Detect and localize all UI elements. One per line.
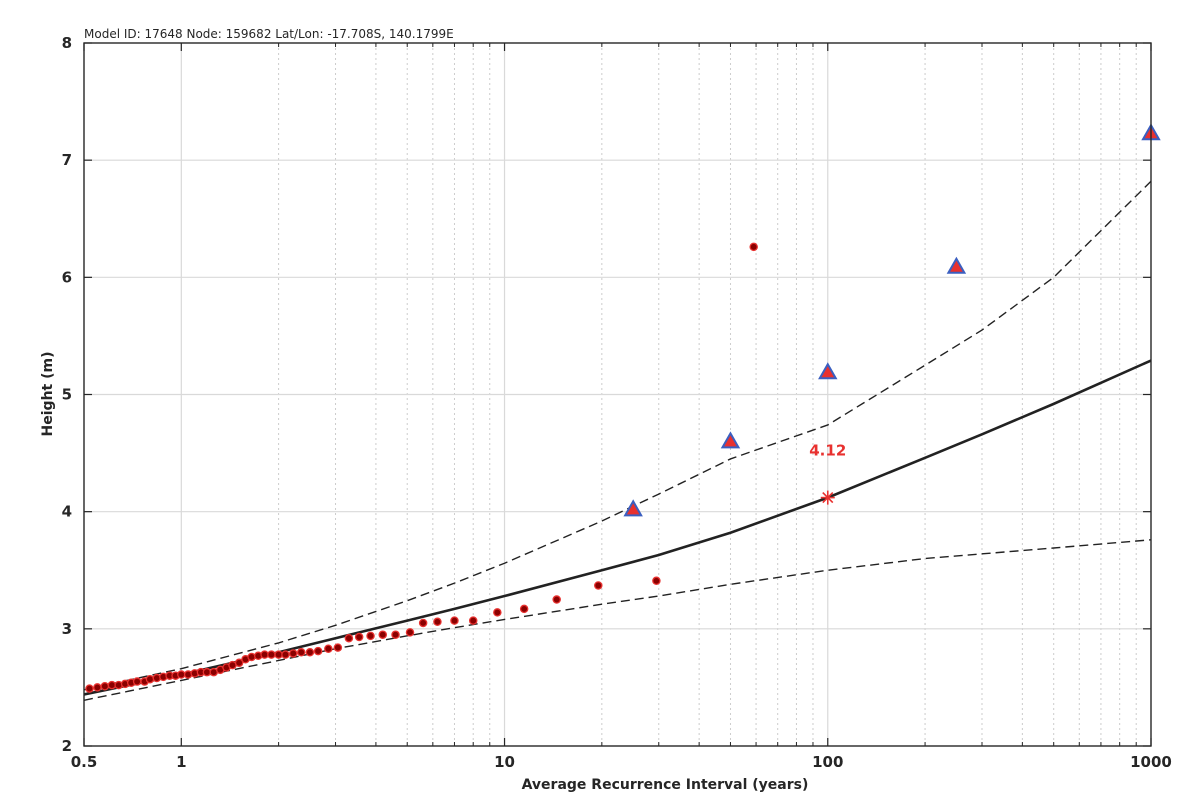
triangle-point [720,431,741,449]
observed-point [93,683,102,692]
observed-point [281,650,290,659]
observed-point [145,674,155,684]
observed-point [749,242,758,252]
observed-point [85,684,94,693]
observed-point [260,650,269,659]
observed-point [333,643,343,652]
observed-point [652,576,661,586]
y-tick-label: 2 [62,737,72,755]
marker-layer: 4.12 [85,123,1161,693]
observed-point [274,650,283,659]
observed-point [344,633,354,643]
observed-point [289,649,298,658]
curve-layer [83,180,1152,701]
triangle-point [623,499,643,517]
observed-point [366,631,375,641]
triangle-point [818,362,838,380]
x-tick-label: 10 [494,753,515,771]
y-tick-label: 3 [62,620,72,638]
y-tick-label: 5 [62,386,72,404]
observed-point [493,608,502,617]
axes-layer: 0.5 1 10 100 1000 2 3 4 5 6 7 8 [62,34,1172,771]
confidence-bound-line [83,180,1152,691]
observed-point [100,681,110,691]
observed-point [267,650,276,659]
observed-point [132,677,142,686]
y-tick-label: 7 [62,151,72,169]
observed-point [552,595,561,604]
asterisk-stroke [822,492,834,504]
y-axis-label: Height (m) [40,352,56,437]
observed-point [324,644,333,654]
observed-point [594,581,603,590]
grid-layer [84,43,1151,746]
x-tick-label: 100 [812,753,843,771]
observed-point [405,628,415,637]
y-tick-label: 4 [62,503,72,521]
x-axis-label: Average Recurrence Interval (years) [522,777,809,793]
observed-point [378,630,388,639]
highlight-asterisk [820,490,835,505]
x-tick-label: 0.5 [71,753,98,771]
confidence-bound-line [83,539,1152,701]
chart-header-text: Model ID: 17648 Node: 159682 Lat/Lon: -1… [84,27,454,41]
observed-point [202,667,212,677]
observed-point [354,632,364,642]
observed-point [450,616,459,625]
highlight-label: 4.12 [809,442,846,460]
observed-point [234,658,244,668]
triangle-point [946,256,967,274]
observed-point [391,630,400,639]
y-tick-label: 6 [62,268,72,286]
observed-point [418,618,428,628]
observed-point [519,604,529,614]
x-tick-label: 1000 [1130,753,1172,771]
x-tick-label: 1 [176,753,186,771]
observed-point [177,670,186,679]
observed-point [468,616,478,625]
observed-point [313,646,323,656]
observed-point [247,652,256,662]
observed-point [305,648,315,657]
fitted-curve-line [83,359,1152,696]
observed-point [296,648,306,657]
y-tick-label: 8 [62,34,72,52]
observed-point [433,617,442,627]
